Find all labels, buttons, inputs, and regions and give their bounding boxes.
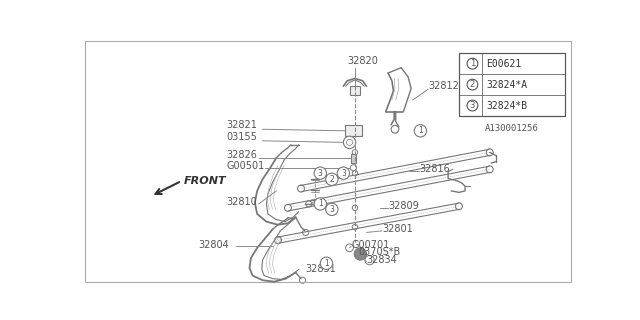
Text: 1: 1: [318, 199, 323, 208]
Text: 32809: 32809: [388, 201, 419, 211]
Circle shape: [456, 203, 462, 210]
Bar: [349, 86, 360, 95]
Text: 3: 3: [341, 169, 346, 178]
Text: 32804: 32804: [198, 240, 229, 250]
Circle shape: [414, 124, 427, 137]
Text: 3: 3: [318, 169, 323, 178]
Bar: [459, 53, 564, 116]
Circle shape: [346, 244, 353, 252]
Text: 32816: 32816: [419, 164, 450, 174]
Text: 1: 1: [418, 126, 423, 135]
Text: 1: 1: [470, 59, 475, 68]
Bar: [345, 125, 362, 136]
Circle shape: [337, 167, 349, 179]
Text: 32820: 32820: [348, 57, 378, 67]
Circle shape: [467, 58, 478, 69]
Text: 3: 3: [470, 101, 475, 110]
Circle shape: [352, 150, 358, 155]
Circle shape: [314, 198, 326, 210]
Circle shape: [350, 165, 356, 171]
Text: 32810: 32810: [227, 197, 257, 207]
Text: G00501: G00501: [227, 161, 264, 171]
Text: 3: 3: [330, 205, 334, 214]
Text: A130001256: A130001256: [484, 124, 538, 133]
Text: 2: 2: [470, 80, 475, 89]
Text: E00621: E00621: [486, 59, 522, 69]
Circle shape: [303, 229, 308, 236]
Bar: [459, 53, 564, 116]
Circle shape: [298, 185, 305, 192]
Circle shape: [300, 277, 306, 283]
Text: 2: 2: [330, 175, 334, 184]
Circle shape: [326, 203, 338, 215]
Circle shape: [352, 205, 358, 211]
Text: 03155: 03155: [227, 132, 257, 142]
Text: G00701: G00701: [351, 240, 389, 250]
Circle shape: [467, 79, 478, 90]
Text: 32812: 32812: [428, 81, 459, 91]
Circle shape: [306, 201, 312, 207]
Text: 32824*B: 32824*B: [486, 100, 527, 110]
Circle shape: [326, 173, 338, 186]
Circle shape: [467, 100, 478, 111]
Circle shape: [314, 167, 326, 179]
Circle shape: [320, 257, 333, 269]
Text: 32834: 32834: [367, 255, 397, 265]
Circle shape: [486, 166, 493, 173]
Circle shape: [285, 204, 291, 211]
Text: 32831: 32831: [305, 264, 335, 275]
Circle shape: [391, 125, 399, 133]
Text: FRONT: FRONT: [184, 176, 227, 186]
Text: 1: 1: [324, 259, 329, 268]
Circle shape: [346, 139, 353, 145]
Bar: [351, 154, 356, 163]
Circle shape: [486, 149, 493, 156]
Circle shape: [352, 171, 358, 176]
Circle shape: [352, 224, 358, 230]
Circle shape: [344, 136, 356, 148]
Circle shape: [354, 248, 367, 260]
Circle shape: [365, 256, 374, 265]
Circle shape: [275, 237, 282, 244]
Text: 32826: 32826: [227, 150, 257, 160]
Text: 0370S*B: 0370S*B: [359, 247, 401, 258]
Text: 32801: 32801: [382, 224, 413, 234]
Text: 32824*A: 32824*A: [486, 80, 527, 90]
Text: 32821: 32821: [227, 120, 257, 130]
